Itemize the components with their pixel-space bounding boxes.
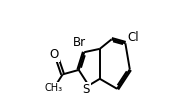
Text: Br: Br — [73, 36, 86, 49]
Text: Cl: Cl — [128, 31, 139, 44]
Text: O: O — [49, 48, 59, 61]
Text: CH₃: CH₃ — [45, 83, 63, 93]
Text: S: S — [83, 83, 90, 96]
